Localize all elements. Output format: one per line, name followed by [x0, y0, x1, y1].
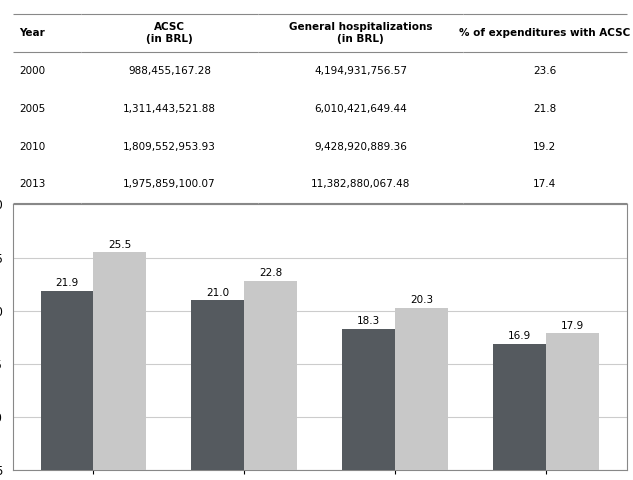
- Bar: [342, 329, 395, 480]
- Bar: [94, 252, 146, 480]
- Text: 25.5: 25.5: [108, 240, 132, 250]
- Bar: [546, 333, 599, 480]
- Text: 20.3: 20.3: [410, 295, 433, 305]
- Text: 16.9: 16.9: [508, 331, 531, 341]
- Text: 17.9: 17.9: [561, 321, 584, 331]
- Text: 22.8: 22.8: [259, 268, 282, 278]
- Bar: [41, 290, 94, 480]
- Text: 21.9: 21.9: [55, 278, 78, 288]
- Text: 21.0: 21.0: [206, 288, 229, 298]
- Text: 18.3: 18.3: [357, 316, 380, 326]
- Bar: [191, 300, 244, 480]
- Bar: [493, 344, 546, 480]
- Bar: [395, 308, 448, 480]
- Bar: [244, 281, 297, 480]
